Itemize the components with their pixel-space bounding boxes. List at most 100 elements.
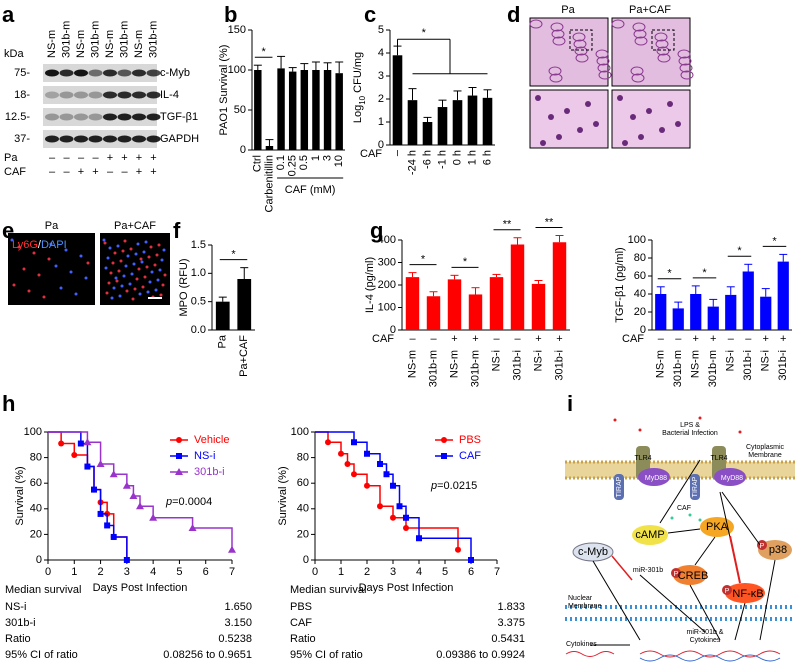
- nucleus: [638, 134, 644, 140]
- phospho: P: [674, 571, 679, 578]
- point: [325, 439, 331, 446]
- x-tick-label: 301b-i: [511, 350, 523, 381]
- bar: [323, 70, 332, 150]
- cell: [163, 273, 167, 277]
- cell: [160, 258, 164, 262]
- row-value: +: [451, 333, 457, 345]
- stimulus: LPS & Bacterial Infection: [662, 422, 718, 437]
- phospho-dot: [671, 568, 681, 578]
- point: [441, 437, 447, 443]
- condition-value: +: [136, 166, 142, 178]
- x-tick-label: NS-m: [690, 350, 702, 378]
- nucleus: [630, 114, 636, 120]
- point: [344, 461, 351, 467]
- y-tick-label: 1: [378, 116, 384, 128]
- tissue: [678, 56, 692, 66]
- cell: [59, 286, 63, 290]
- cell: [109, 271, 113, 275]
- cell: [103, 241, 107, 245]
- cytokines: Cytokines: [566, 641, 597, 648]
- tissue: [572, 32, 586, 42]
- bar: [742, 271, 754, 330]
- tissue: [630, 66, 644, 76]
- y-tick-label: 20: [634, 306, 646, 318]
- point: [84, 463, 91, 470]
- x-tick-label: 3: [390, 566, 396, 578]
- row-value: –: [658, 333, 665, 345]
- bar: [707, 306, 719, 330]
- cell: [116, 244, 120, 248]
- row-value: +: [763, 333, 769, 345]
- cell: [54, 264, 58, 268]
- point: [175, 468, 183, 475]
- node: NF-κB: [732, 588, 763, 600]
- point: [441, 453, 447, 459]
- y-tick-label: 20: [297, 528, 309, 540]
- point: [71, 452, 78, 459]
- x-tick-label: -24 h: [406, 150, 418, 175]
- condition-value: +: [92, 166, 98, 178]
- image-label: Pa+CAF: [629, 4, 671, 16]
- tissue: [656, 46, 670, 56]
- stain-part: /: [38, 239, 42, 251]
- legend-label: CAF: [459, 450, 481, 462]
- band: [117, 135, 132, 143]
- adaptor: MyD88: [721, 475, 743, 482]
- x-tick-label: Pa: [217, 334, 229, 348]
- cell: [111, 261, 115, 265]
- tlr: TLR4: [634, 455, 651, 462]
- x-tick-label: 5: [176, 566, 182, 578]
- protein-label: GAPDH: [160, 133, 199, 145]
- x-tick-label: 6: [468, 566, 474, 578]
- row-value: –: [430, 333, 437, 345]
- point: [338, 450, 344, 457]
- nucleus: [593, 121, 599, 127]
- significance: *: [421, 254, 426, 266]
- bar: [405, 277, 420, 330]
- line: Nuclear: [568, 595, 593, 602]
- row-value: +: [472, 333, 478, 345]
- y-tick-label: 0: [240, 144, 246, 156]
- cell: [12, 283, 16, 287]
- cell: [130, 272, 134, 276]
- histology-zoom: [611, 89, 691, 149]
- x-tick-label: 6 h: [481, 150, 493, 165]
- cell: [154, 288, 158, 292]
- x-tick-label: 2: [364, 566, 370, 578]
- cell: [145, 265, 149, 269]
- point: [228, 545, 236, 553]
- point: [122, 481, 131, 489]
- bar: [552, 242, 567, 330]
- cell: [131, 297, 135, 301]
- tissue: [631, 73, 645, 83]
- dna: [639, 654, 781, 662]
- band: [132, 69, 146, 77]
- cell: [113, 251, 117, 255]
- x-tick-label: 1: [338, 566, 344, 578]
- cell: [122, 274, 126, 278]
- point: [58, 440, 65, 447]
- bar: [655, 294, 667, 330]
- row-value: –: [675, 333, 682, 345]
- x-axis-label: Days Post Infection: [93, 582, 188, 594]
- cell: [32, 251, 36, 255]
- cell: [74, 292, 78, 296]
- band: [117, 91, 132, 99]
- y-axis-label: TGF-β1 (pg/ml): [614, 247, 626, 322]
- lane-label: 301b-m: [147, 21, 159, 58]
- table-cell: CAF: [290, 617, 312, 629]
- x-tick-label: 0: [312, 566, 318, 578]
- bar: [300, 70, 309, 150]
- point: [83, 438, 92, 446]
- p-symbol: p: [430, 480, 437, 492]
- cell: [148, 280, 152, 284]
- bar: [288, 71, 297, 150]
- row-value: +: [693, 333, 699, 345]
- cell: [42, 295, 46, 299]
- bar: [531, 283, 546, 330]
- point: [97, 510, 104, 517]
- node: PKA: [706, 521, 729, 533]
- x-tick-label: 1: [310, 155, 322, 161]
- x-tick-label: 0: [45, 566, 51, 578]
- x-tick-label: NS-i: [725, 350, 737, 371]
